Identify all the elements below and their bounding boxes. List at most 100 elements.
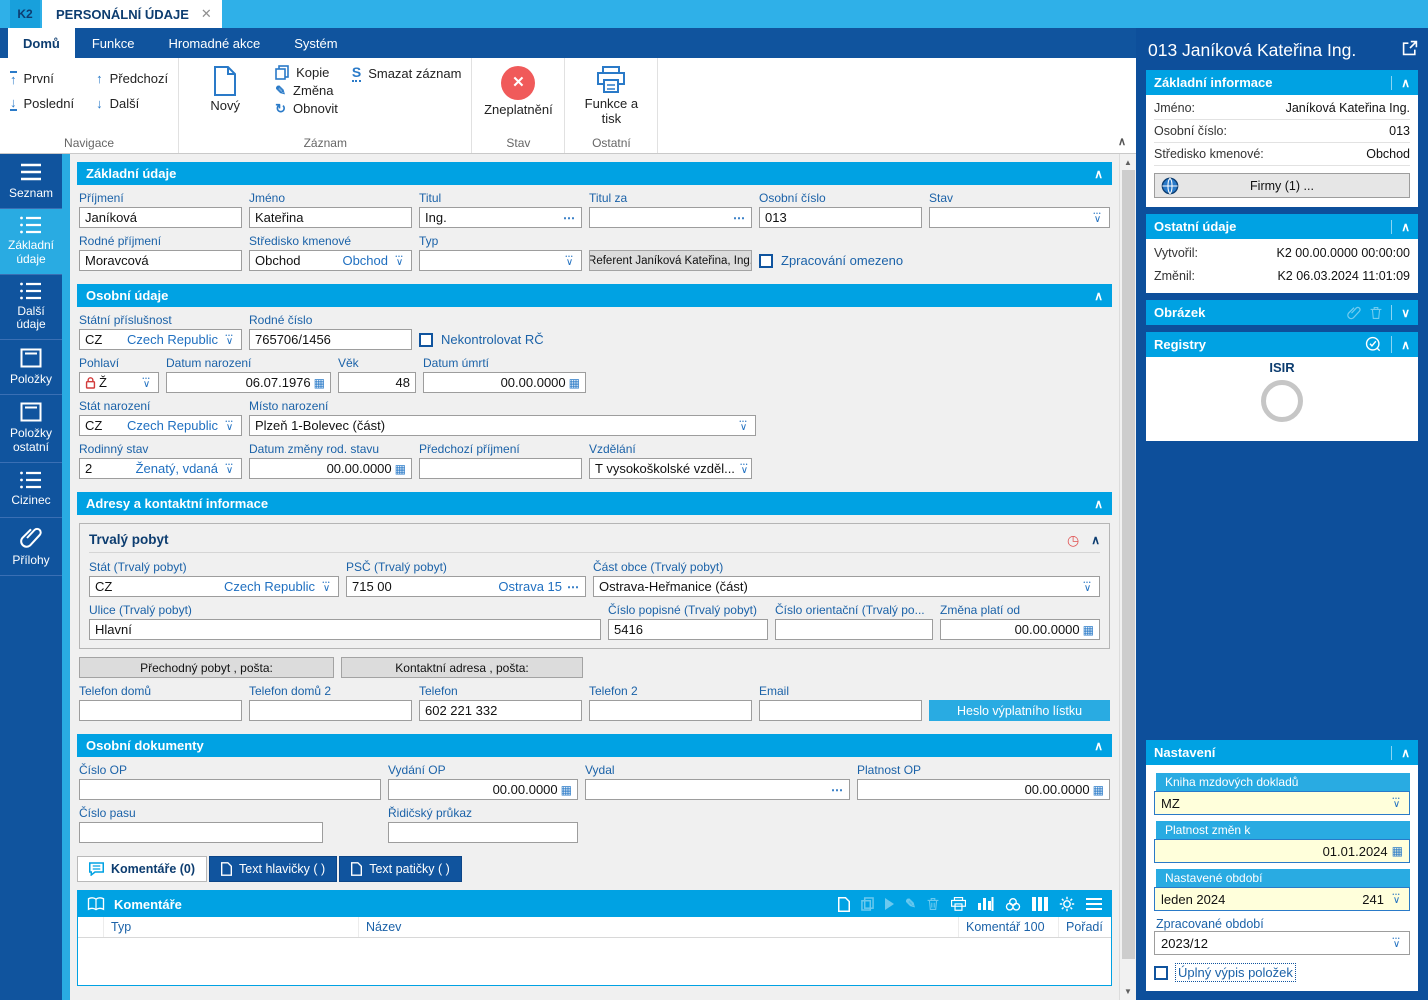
collapse-icon[interactable]: ∧ [1094,288,1103,303]
sidebar-item-seznam[interactable]: Seznam [0,154,62,209]
kniha-field[interactable]: MZ ••• ∨ [1154,791,1410,815]
dropdown-icon[interactable]: ••• ∨ [322,579,331,594]
scroll-down-icon[interactable]: ▼ [1124,987,1132,996]
platnost-field[interactable]: 01.01.2024 ▦ [1154,839,1410,863]
collapse-ribbon-icon[interactable]: ∧ [1117,136,1126,148]
new-item-icon[interactable] [838,896,851,912]
calendar-icon[interactable]: ▦ [1082,622,1094,637]
column-poradi[interactable]: Pořadí [1066,920,1103,934]
calendar-icon[interactable]: ▦ [394,461,406,476]
calendar-icon[interactable]: ▦ [313,375,325,390]
open-in-window-icon[interactable] [1402,40,1418,56]
tab-text-hlavicky[interactable]: Text hlavičky ( ) [209,856,338,882]
previous-button[interactable]: ↑ Předchozí [96,66,168,91]
ribbon-tab-system[interactable]: Systém [294,35,338,51]
referent-button[interactable]: Referent Janíková Kateřina, Ing. [589,250,752,271]
collapse-icon[interactable]: ∧ [1401,219,1410,234]
prechodny-pobyt-button[interactable]: Přechodný pobyt , pošta: [79,657,334,678]
uplny-vypis-checkbox[interactable] [1154,965,1168,980]
dropdown-icon[interactable]: ••• ∨ [225,332,234,347]
tab-text-paticky[interactable]: Text patičky ( ) [339,856,462,882]
obdobi-field[interactable]: leden 2024 241 ••• ∨ [1154,887,1410,911]
section-header[interactable]: Osobní údaje ∧ [77,284,1112,307]
next-button[interactable]: ↓ Další [96,91,168,116]
heslo-vyplatniho-listku-button[interactable]: Heslo výplatního lístku [929,700,1110,721]
delete-item-icon[interactable] [927,897,939,911]
dropdown-icon[interactable]: ••• ∨ [740,461,749,476]
chart-icon[interactable] [978,897,994,911]
vertical-scrollbar[interactable]: ▲ ▼ [1119,154,1136,1000]
ellipsis-button[interactable]: ⋯ [831,782,844,797]
columns-icon[interactable] [1032,897,1048,911]
collapse-icon[interactable]: ∧ [1401,75,1410,90]
sidebar-item-zakladni-udaje[interactable]: Základní údaje [0,209,62,275]
collapse-icon[interactable]: ∧ [1094,166,1103,181]
ribbon-tab-domu[interactable]: Domů [8,28,75,58]
collapse-icon[interactable]: ∧ [1401,745,1410,760]
delete-image-icon[interactable] [1370,306,1382,320]
nekontrolovat-rc-checkbox[interactable] [419,332,433,347]
invalidate-button[interactable]: ✕ Zneplatnění [482,61,554,135]
dropdown-icon[interactable]: ••• ∨ [739,418,748,433]
expand-icon[interactable]: ∨ [1401,305,1410,320]
dropdown-icon[interactable]: ••• ∨ [565,253,574,268]
section-header[interactable]: Adresy a kontaktní informace ∧ [77,492,1112,515]
calendar-icon[interactable]: ▦ [1391,844,1403,858]
sidebar-item-polozky[interactable]: Položky [0,340,62,396]
ribbon-tab-hromadne-akce[interactable]: Hromadné akce [168,35,261,51]
delete-record-button[interactable]: S Smazat záznam [351,64,461,83]
section-header[interactable]: Osobní dokumenty ∧ [77,734,1112,757]
section-header[interactable]: Základní údaje ∧ [77,162,1112,185]
column-typ[interactable]: Typ [104,917,359,937]
refresh-record-button[interactable]: ↻ Obnovit [275,101,338,116]
dropdown-icon[interactable]: ••• ∨ [1392,796,1401,810]
ribbon-tab-funkce[interactable]: Funkce [91,35,135,51]
history-clock-icon[interactable]: ◷ [1066,531,1080,548]
dropdown-icon[interactable]: ••• ∨ [1083,579,1092,594]
close-icon[interactable]: ✕ [200,6,212,21]
collapse-icon[interactable]: ∧ [1094,738,1103,753]
copy-record-button[interactable]: Kopie [275,65,338,80]
attach-image-icon[interactable] [1347,305,1361,320]
new-record-button[interactable]: Nový [189,61,261,135]
calendar-icon[interactable]: ▦ [560,782,572,797]
calendar-icon[interactable]: ▦ [568,375,580,390]
last-button[interactable]: ↓ Poslední [10,91,74,116]
dropdown-icon[interactable]: ••• ∨ [142,375,151,390]
firmy-button[interactable]: Firmy (1) ... [1154,173,1410,198]
menu-icon[interactable] [1086,898,1102,910]
dropdown-icon[interactable]: ••• ∨ [225,418,234,433]
collapse-icon[interactable]: ∧ [1091,532,1100,547]
zpracovane-field[interactable]: 2023/12 ••• ∨ [1154,931,1410,955]
functions-print-button[interactable]: Funkce a tisk [575,61,647,135]
dropdown-icon[interactable]: ••• ∨ [1093,210,1102,225]
settings-gear-icon[interactable] [1059,896,1075,912]
dropdown-icon[interactable]: ••• ∨ [395,253,404,268]
copy-item-icon[interactable] [861,897,874,911]
sidebar-item-cizinec[interactable]: Cizinec [0,463,62,518]
calendar-icon[interactable]: ▦ [1092,782,1104,797]
scroll-up-icon[interactable]: ▲ [1124,158,1132,167]
print-icon[interactable] [950,896,967,912]
zpracovani-omezeno-checkbox[interactable] [759,253,773,268]
ellipsis-button[interactable]: ⋯ [567,579,580,594]
ellipsis-button[interactable]: ⋯ [563,210,576,225]
first-button[interactable]: ↑ První [10,66,74,91]
document-tab[interactable]: PERSONÁLNÍ ÚDAJE ✕ [42,0,222,28]
actions-icon[interactable] [1005,897,1021,912]
komentare-table-body[interactable] [78,938,1111,985]
sidebar-item-polozky-ostatni[interactable]: Položky ostatní [0,395,62,463]
edit-item-icon[interactable]: ✎ [905,896,916,911]
sidebar-item-prilohy[interactable]: Přílohy [0,518,62,576]
sidebar-item-dalsi-udaje[interactable]: Další údaje [0,275,62,341]
column-nazev[interactable]: Název [359,917,959,937]
edit-record-button[interactable]: ✎ Změna [275,83,338,98]
collapse-icon[interactable]: ∧ [1401,337,1410,352]
run-icon[interactable] [885,898,895,910]
collapse-icon[interactable]: ∧ [1094,496,1103,511]
check-registry-icon[interactable] [1365,336,1382,353]
app-logo[interactable]: K2 [10,0,40,28]
kontaktni-adresa-button[interactable]: Kontaktní adresa , pošta: [341,657,583,678]
scrollbar-thumb[interactable] [1121,170,1135,959]
column-komentar-100[interactable]: Komentář 100 [959,917,1059,937]
